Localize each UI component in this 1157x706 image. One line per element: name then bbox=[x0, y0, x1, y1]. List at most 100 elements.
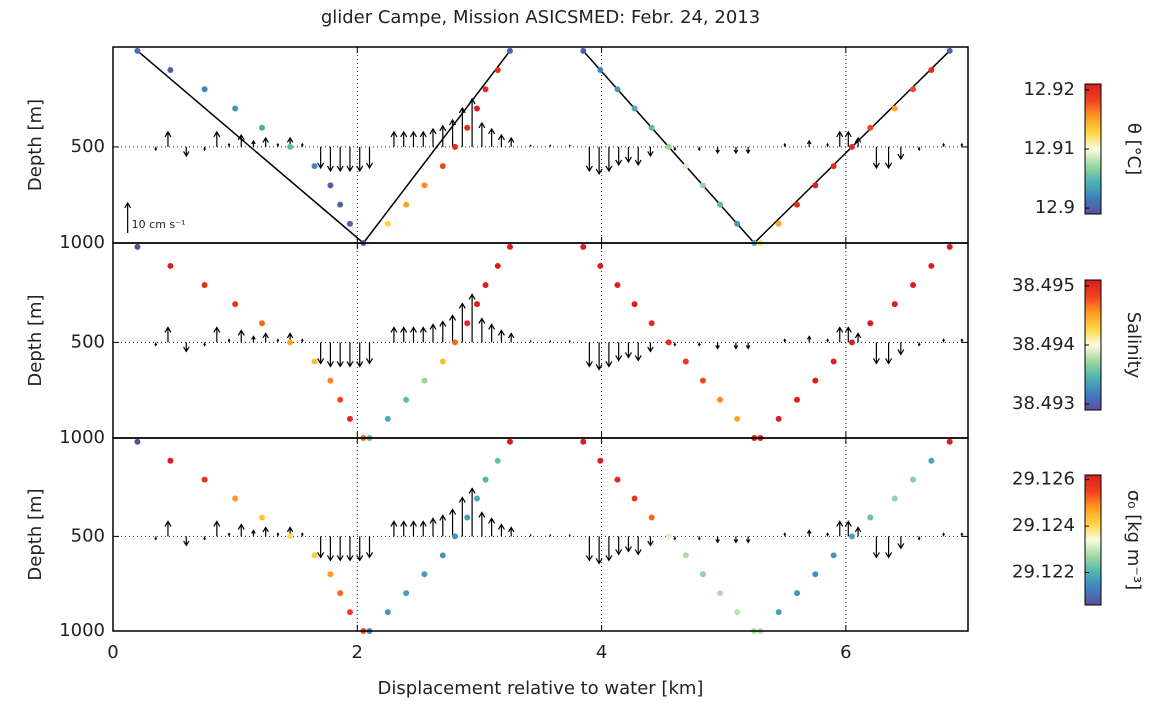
velocity-arrow bbox=[497, 133, 505, 147]
data-point bbox=[506, 47, 513, 54]
data-point bbox=[699, 182, 706, 189]
data-point bbox=[134, 438, 141, 445]
velocity-arrow bbox=[836, 520, 844, 537]
data-point bbox=[631, 105, 638, 112]
x-tick-label: 4 bbox=[596, 642, 607, 663]
velocity-arrow bbox=[497, 523, 505, 537]
data-point bbox=[614, 476, 621, 483]
velocity-arrow bbox=[429, 323, 437, 343]
velocity-arrow bbox=[745, 342, 751, 350]
velocity-arrow bbox=[549, 339, 552, 343]
velocity-arrow bbox=[783, 338, 787, 343]
velocity-arrow bbox=[634, 146, 642, 167]
data-point bbox=[134, 243, 141, 250]
velocity-arrow bbox=[346, 342, 354, 368]
data-point bbox=[311, 163, 318, 170]
velocity-arrow bbox=[806, 529, 812, 537]
velocity-arrow bbox=[164, 520, 172, 537]
data-point bbox=[311, 358, 318, 365]
data-point bbox=[848, 533, 855, 540]
velocity-arrow bbox=[733, 342, 739, 350]
data-point bbox=[439, 552, 446, 559]
velocity-arrow bbox=[507, 526, 515, 537]
data-point bbox=[946, 243, 953, 250]
velocity-arrow bbox=[917, 342, 921, 347]
data-point bbox=[473, 495, 480, 502]
data-point bbox=[403, 396, 410, 403]
velocity-arrow bbox=[336, 342, 344, 368]
data-point bbox=[648, 514, 655, 521]
velocity-arrow bbox=[300, 338, 304, 343]
velocity-arrow bbox=[585, 536, 593, 562]
data-point bbox=[812, 182, 819, 189]
velocity-arrow bbox=[733, 146, 739, 155]
velocity-arrow bbox=[615, 536, 623, 556]
velocity-arrow bbox=[733, 536, 739, 544]
velocity-arrow bbox=[227, 338, 231, 343]
data-point bbox=[337, 396, 344, 403]
data-point bbox=[346, 609, 353, 616]
velocity-arrow bbox=[897, 536, 905, 550]
velocity-arrow bbox=[488, 323, 496, 343]
colorbar-tick-label: 12.91 bbox=[1023, 138, 1075, 159]
velocity-arrow bbox=[697, 146, 701, 152]
velocity-arrow bbox=[439, 514, 447, 537]
velocity-arrow bbox=[885, 146, 893, 170]
velocity-arrow bbox=[468, 487, 476, 537]
data-point bbox=[287, 339, 294, 346]
data-point bbox=[452, 143, 458, 150]
data-point bbox=[867, 514, 874, 521]
velocity-arrow bbox=[478, 317, 486, 343]
velocity-arrow bbox=[872, 536, 880, 559]
data-point bbox=[891, 301, 898, 308]
velocity-arrow bbox=[897, 146, 905, 161]
velocity-arrow bbox=[213, 130, 221, 147]
data-point bbox=[421, 377, 428, 384]
velocity-arrow bbox=[365, 342, 374, 365]
velocity-arrow bbox=[409, 130, 417, 147]
data-point bbox=[775, 220, 782, 227]
velocity-arrow bbox=[237, 523, 245, 537]
data-point bbox=[812, 377, 819, 384]
data-point bbox=[384, 220, 391, 227]
data-point bbox=[494, 457, 501, 464]
velocity-arrow bbox=[844, 326, 852, 343]
velocity-arrow bbox=[356, 536, 364, 562]
velocity-arrow bbox=[885, 536, 893, 559]
data-point bbox=[891, 495, 898, 502]
data-point bbox=[631, 495, 638, 502]
velocity-arrow bbox=[897, 342, 905, 356]
velocity-arrow bbox=[942, 338, 945, 343]
velocity-arrow bbox=[478, 121, 486, 147]
data-point bbox=[580, 243, 587, 250]
data-point bbox=[910, 86, 917, 93]
colorbar-label: θ [°C] bbox=[1123, 123, 1144, 175]
data-point bbox=[452, 533, 458, 540]
data-point bbox=[648, 320, 655, 327]
velocity-arrow bbox=[154, 342, 158, 347]
velocity-arrow bbox=[317, 146, 325, 170]
velocity-arrow bbox=[673, 342, 677, 347]
data-point bbox=[867, 320, 874, 327]
data-point bbox=[830, 163, 837, 170]
velocity-arrow bbox=[429, 517, 437, 537]
y-tick-label: 1000 bbox=[59, 232, 105, 253]
velocity-arrow bbox=[615, 146, 623, 167]
chart-title: glider Campe, Mission ASICSMED: Febr. 24… bbox=[321, 7, 760, 28]
colorbar-tick-label: 29.122 bbox=[1012, 562, 1075, 583]
data-point bbox=[910, 476, 917, 483]
velocity-arrow bbox=[605, 146, 613, 173]
x-tick-label: 6 bbox=[840, 642, 851, 663]
data-point bbox=[580, 438, 587, 445]
data-point bbox=[830, 552, 837, 559]
velocity-arrow bbox=[872, 146, 880, 170]
velocity-arrow bbox=[164, 326, 172, 343]
velocity-arrow bbox=[673, 536, 677, 541]
velocity-arrow bbox=[854, 526, 862, 537]
data-point bbox=[439, 358, 446, 365]
velocity-arrow bbox=[227, 532, 231, 537]
velocity-arrow bbox=[227, 142, 231, 147]
velocity-arrow bbox=[507, 332, 515, 343]
data-point bbox=[775, 609, 782, 616]
